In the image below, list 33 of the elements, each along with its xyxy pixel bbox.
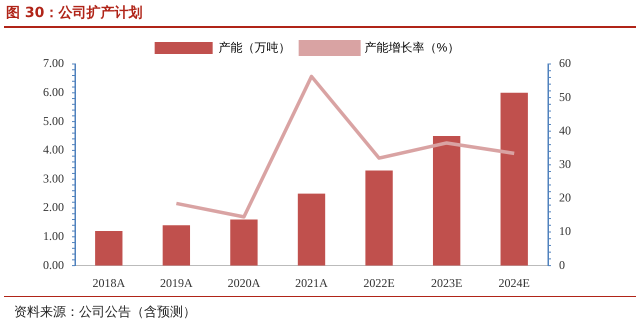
bar: [95, 231, 122, 266]
y2-tick-label: 20: [559, 190, 571, 205]
bar: [500, 92, 528, 266]
chart-title: 图 30：公司扩产计划: [6, 4, 142, 22]
x-tick-label: 2018A: [92, 276, 126, 290]
y2-tick-label: 60: [559, 56, 571, 70]
x-tick-label: 2023E: [430, 276, 462, 290]
y-tick-label: 4.00: [43, 142, 64, 157]
y-tick-label: 5.00: [43, 114, 64, 128]
bar: [230, 220, 258, 266]
text: 资料来源：公司公告（含预测）: [14, 304, 196, 321]
y2-tick-label: 40: [559, 123, 571, 138]
x-tick-label: 2021A: [295, 276, 328, 290]
y2-tick-label: 50: [559, 90, 571, 104]
bar: [432, 136, 460, 266]
y2-tick-label: 30: [559, 156, 571, 171]
y2-tick-label: 0: [559, 258, 565, 272]
legend-label: 产能增长率（%）: [364, 40, 460, 54]
bar: [298, 194, 326, 266]
y-tick-label: 1.00: [43, 228, 64, 243]
y-tick-label: 7.00: [43, 56, 64, 70]
y-tick-label: 0.00: [43, 258, 64, 272]
x-tick-label: 2022E: [363, 276, 395, 290]
x-tick-label: 2024E: [498, 276, 530, 290]
x-tick-label: 2020A: [228, 276, 261, 290]
y-tick-label: 6.00: [43, 84, 64, 99]
bar: [365, 170, 393, 266]
y-tick-label: 2.00: [43, 200, 64, 214]
y-tick-label: 3.00: [43, 171, 64, 186]
bar: [162, 225, 190, 266]
legend-label: 产能（万吨）: [218, 40, 291, 54]
x-tick-label: 2019A: [160, 276, 194, 290]
y2-tick-label: 10: [559, 224, 571, 238]
